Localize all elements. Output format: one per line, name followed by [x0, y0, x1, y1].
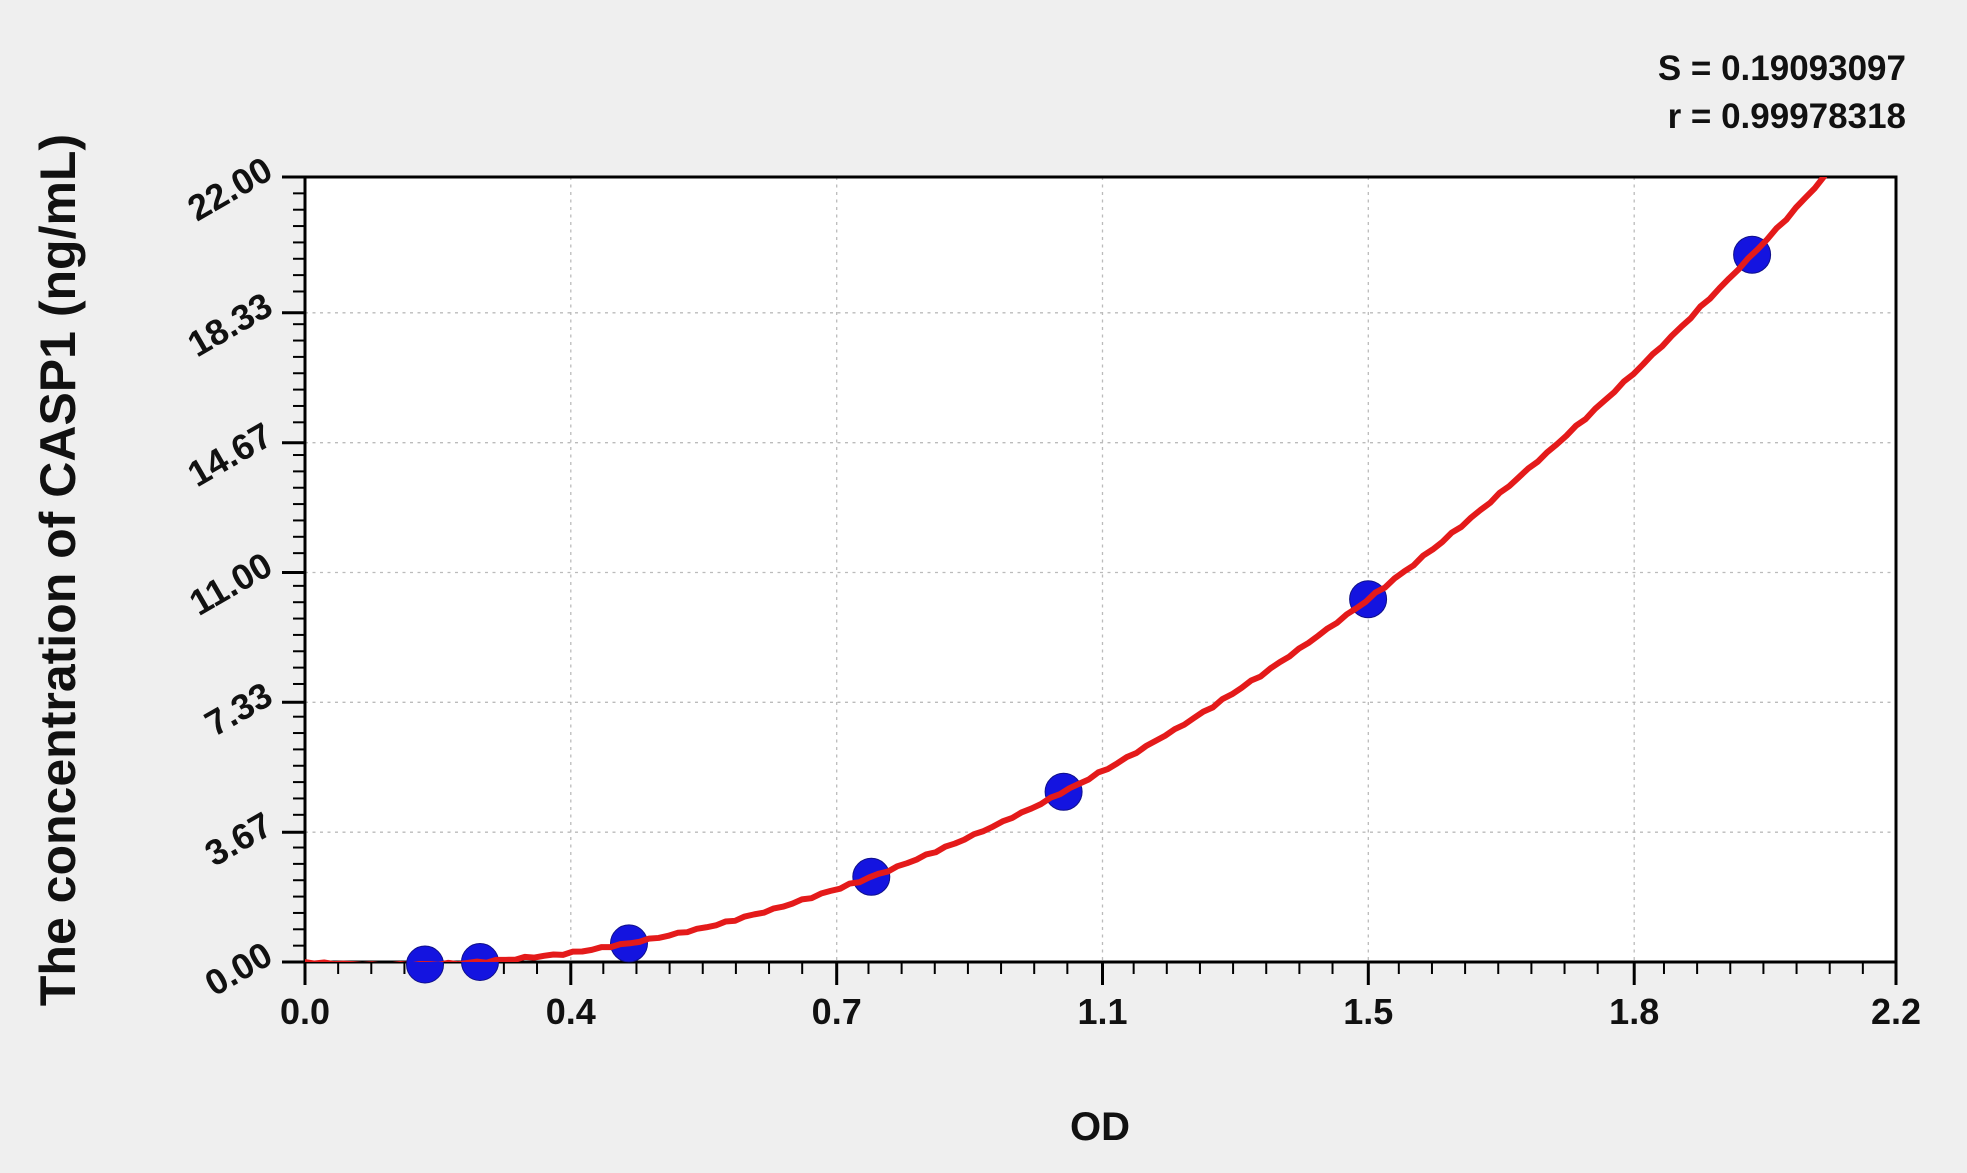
svg-text:11.00: 11.00 — [182, 544, 279, 624]
svg-text:r = 0.99978318: r = 0.99978318 — [1668, 97, 1906, 136]
svg-text:3.67: 3.67 — [198, 804, 279, 875]
svg-text:0.4: 0.4 — [546, 991, 596, 1032]
svg-text:2.2: 2.2 — [1871, 991, 1921, 1032]
svg-text:0.7: 0.7 — [812, 991, 862, 1032]
svg-text:S = 0.19093097: S = 0.19093097 — [1658, 49, 1906, 88]
svg-text:14.67: 14.67 — [180, 414, 279, 495]
svg-text:7.33: 7.33 — [198, 674, 279, 745]
svg-text:22.00: 22.00 — [180, 148, 279, 229]
svg-text:OD: OD — [1070, 1105, 1130, 1149]
svg-text:1.1: 1.1 — [1077, 991, 1127, 1032]
svg-text:0.0: 0.0 — [280, 991, 330, 1032]
svg-text:The concentration of CASP1 (ng: The concentration of CASP1 (ng/mL) — [30, 134, 86, 1006]
svg-text:1.8: 1.8 — [1609, 991, 1659, 1032]
svg-text:0.00: 0.00 — [198, 933, 279, 1004]
svg-text:18.33: 18.33 — [180, 284, 279, 365]
svg-text:1.5: 1.5 — [1343, 991, 1393, 1032]
